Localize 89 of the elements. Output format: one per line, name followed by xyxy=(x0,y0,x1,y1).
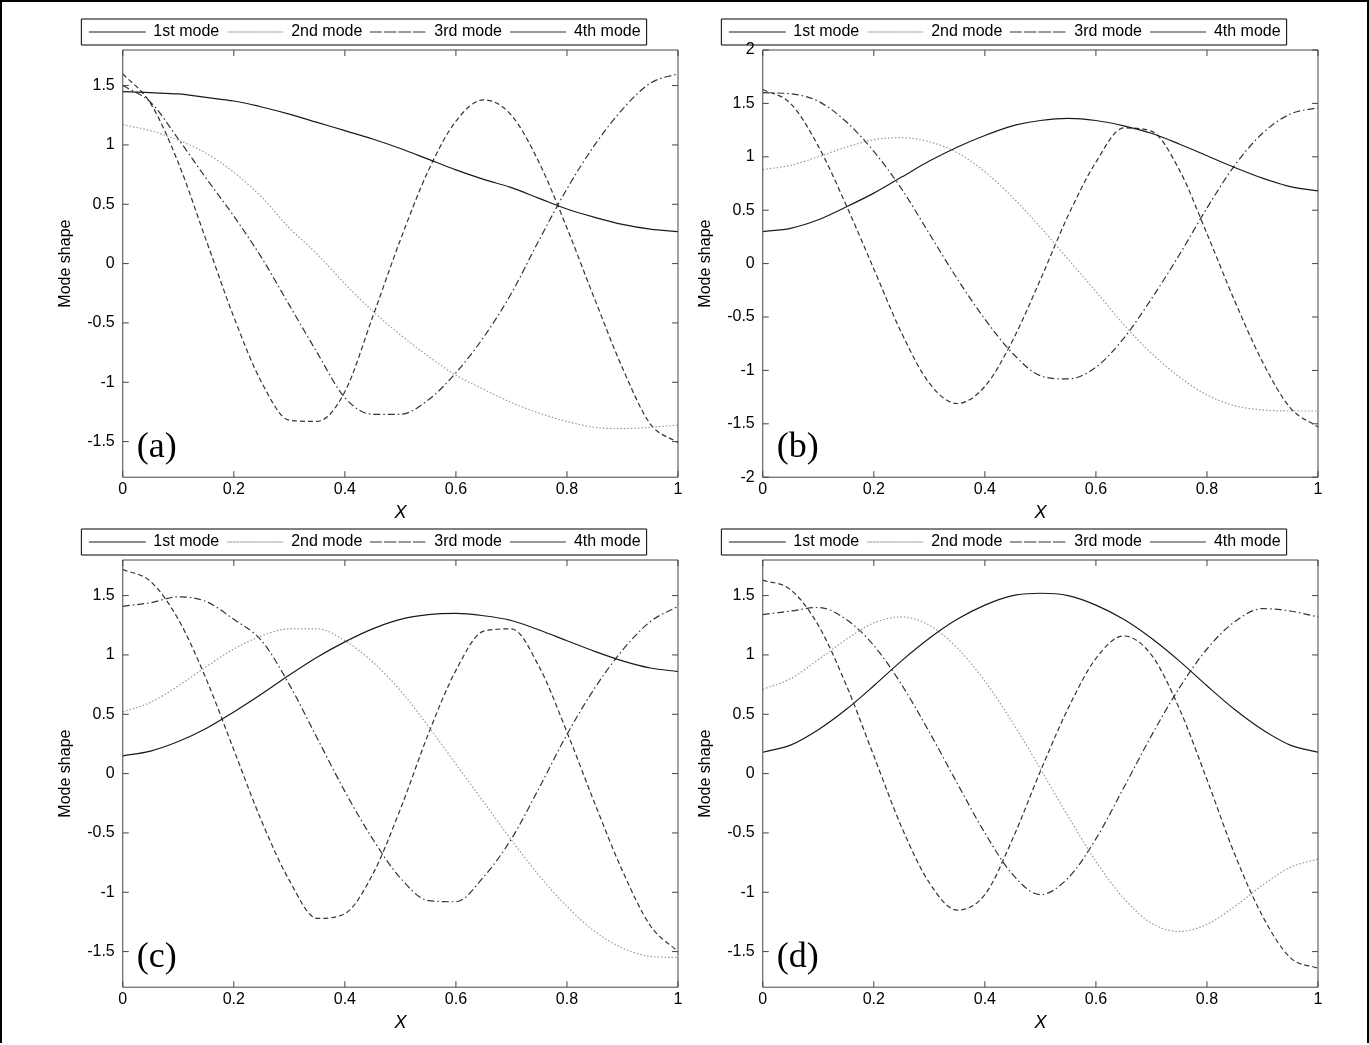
legend-label: 1st mode xyxy=(153,532,220,550)
legend-label: 3rd mode xyxy=(1074,22,1143,40)
y-tick-label: 1.5 xyxy=(732,586,755,604)
x-tick-label: 0.6 xyxy=(444,480,468,498)
y-tick-label: 1 xyxy=(745,645,755,663)
y-tick-label: -1.5 xyxy=(727,414,755,432)
legend-label: 2nd mode xyxy=(931,22,1003,40)
x-axis-title: X xyxy=(393,1012,408,1033)
y-tick-label: -1.5 xyxy=(727,942,755,960)
line-series xyxy=(762,117,1318,233)
line-series xyxy=(762,592,1318,753)
annotation: (a) xyxy=(136,424,177,465)
x-tick-label: 0.2 xyxy=(222,480,246,498)
y-tick-label: 2 xyxy=(745,40,755,58)
x-tick-label: 0.2 xyxy=(862,990,886,1008)
x-tick-label: 0 xyxy=(118,990,128,1008)
y-tick-label: 0 xyxy=(745,764,755,782)
x-tick-label: 0.6 xyxy=(444,990,468,1008)
line-series xyxy=(122,90,678,233)
y-tick-label: -1.5 xyxy=(87,942,115,960)
line-series xyxy=(122,612,678,757)
legend-label: 2nd mode xyxy=(291,532,363,550)
y-tick-label: 0 xyxy=(105,764,115,782)
x-tick-label: 1 xyxy=(673,480,683,498)
y-tick-label: 0.5 xyxy=(732,200,755,218)
y-tick-label: -1 xyxy=(100,882,115,900)
line-series xyxy=(762,88,1318,428)
y-tick-label: -0.5 xyxy=(727,823,755,841)
annotation: (d) xyxy=(776,934,819,975)
y-tick-label: 1 xyxy=(105,645,115,663)
x-tick-label: 0.4 xyxy=(973,480,997,498)
y-tick-label: -0.5 xyxy=(87,823,115,841)
legend-label: 4th mode xyxy=(1213,22,1281,40)
legend-label: 2nd mode xyxy=(291,22,363,40)
y-tick-label: -1 xyxy=(740,882,755,900)
annotation: (c) xyxy=(136,934,177,975)
x-axis-title: X xyxy=(1033,502,1048,523)
annotation: (b) xyxy=(776,424,819,465)
y-tick-label: -2 xyxy=(740,467,755,485)
y-axis-title: Mode shape xyxy=(56,729,74,818)
legend-label: 2nd mode xyxy=(931,532,1003,550)
y-tick-label: -0.5 xyxy=(727,307,755,325)
x-tick-label: 0.4 xyxy=(973,990,997,1008)
x-tick-label: 0.4 xyxy=(333,990,357,1008)
x-tick-label: 0 xyxy=(758,990,768,1008)
legend-label: 1st mode xyxy=(793,22,860,40)
y-axis-title: Mode shape xyxy=(56,219,74,308)
y-axis-title: Mode shape xyxy=(696,729,714,818)
y-tick-label: 1.5 xyxy=(732,93,755,111)
x-tick-label: 0 xyxy=(118,480,128,498)
x-axis-title: X xyxy=(393,502,408,523)
legend-label: 3rd mode xyxy=(1074,532,1143,550)
legend-label: 1st mode xyxy=(153,22,220,40)
y-axis-title: Mode shape xyxy=(696,219,714,308)
line-series xyxy=(122,124,678,430)
y-tick-label: -1 xyxy=(100,372,115,390)
y-tick-label: -1.5 xyxy=(87,432,115,450)
y-tick-label: 0.5 xyxy=(732,704,755,722)
legend-label: 4th mode xyxy=(573,22,641,40)
x-tick-label: 0.2 xyxy=(222,990,246,1008)
y-tick-label: 0 xyxy=(105,254,115,272)
x-tick-label: 0 xyxy=(758,480,768,498)
legend-label: 3rd mode xyxy=(434,22,503,40)
x-tick-label: 0.6 xyxy=(1084,480,1108,498)
x-tick-label: 0.8 xyxy=(555,480,579,498)
y-tick-label: 1.5 xyxy=(92,76,115,94)
x-axis-title: X xyxy=(1033,1012,1048,1033)
line-series xyxy=(762,136,1318,412)
x-tick-label: 0.2 xyxy=(862,480,886,498)
legend-label: 4th mode xyxy=(1213,532,1281,550)
legend-label: 3rd mode xyxy=(434,532,503,550)
y-tick-label: -0.5 xyxy=(87,313,115,331)
y-tick-label: 0.5 xyxy=(92,704,115,722)
y-tick-label: 1 xyxy=(105,135,115,153)
y-tick-label: 1 xyxy=(745,147,755,165)
x-tick-label: 0.4 xyxy=(333,480,357,498)
x-tick-label: 0.8 xyxy=(1195,480,1219,498)
y-tick-label: 1.5 xyxy=(92,586,115,604)
x-tick-label: 0.8 xyxy=(555,990,579,1008)
y-tick-label: 0 xyxy=(745,254,755,272)
x-tick-label: 0.8 xyxy=(1195,990,1219,1008)
x-tick-label: 0.6 xyxy=(1084,990,1108,1008)
x-tick-label: 1 xyxy=(1313,480,1323,498)
y-tick-label: 0.5 xyxy=(92,194,115,212)
legend-label: 4th mode xyxy=(573,532,641,550)
legend-label: 1st mode xyxy=(793,532,860,550)
x-tick-label: 1 xyxy=(673,990,683,1008)
x-tick-label: 1 xyxy=(1313,990,1323,1008)
y-tick-label: -1 xyxy=(740,360,755,378)
